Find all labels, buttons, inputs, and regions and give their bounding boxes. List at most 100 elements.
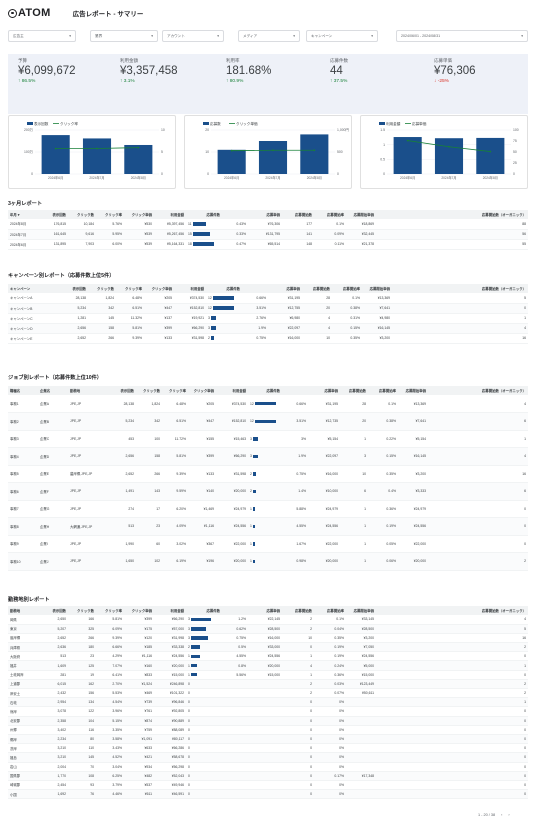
- column-header[interactable]: 応募件数: [186, 606, 222, 615]
- column-header[interactable]: クリック単価: [188, 386, 216, 395]
- table-cell: 1,824: [136, 395, 162, 413]
- inline-bar: [252, 507, 255, 511]
- table-cell: 28,138: [108, 395, 136, 413]
- column-header[interactable]: 利用金額: [154, 606, 186, 615]
- table-row: 福井 1,609 125 7.07% ¥160 ¥20,000 1 0.8% ¥20,000 4 0…: [8, 660, 528, 671]
- table-cell: 2,432: [38, 688, 68, 699]
- column-header[interactable]: 応募開始数: [302, 284, 332, 293]
- table-cell: ¥31,195: [308, 395, 340, 413]
- table-pager: 1 - 20 / 38 ‹ ›: [478, 813, 510, 817]
- date-range-picker[interactable]: 2024/06/01 - 2024/08/31 ▾: [396, 30, 528, 42]
- column-header[interactable]: 応募開始数（オーガニック）: [428, 386, 528, 395]
- column-header[interactable]: 応募開始単価: [362, 284, 392, 293]
- column-header[interactable]: 応募単価: [268, 284, 302, 293]
- table-cell: 108: [68, 771, 96, 781]
- filter-industry[interactable]: 業界 ▾: [90, 30, 158, 42]
- column-header[interactable]: 応募単価: [248, 210, 282, 219]
- column-header[interactable]: クリック数: [88, 284, 116, 293]
- chevron-right-icon[interactable]: ›: [508, 813, 510, 817]
- table-cell: 5.88%: [282, 500, 308, 518]
- column-header[interactable]: 応募開始数（オーガニック）: [376, 606, 528, 615]
- table-cell: ¥22,000: [308, 535, 340, 553]
- column-header[interactable]: 応募単価: [248, 606, 282, 615]
- column-header[interactable]: 表示回数: [38, 210, 68, 219]
- column-header[interactable]: クリック数: [68, 606, 96, 615]
- column-header[interactable]: クリック単価: [124, 210, 154, 219]
- filter-label: 広告主: [13, 33, 24, 38]
- column-header[interactable]: 職種名: [8, 386, 38, 395]
- column-header[interactable]: 利用金額: [216, 386, 248, 395]
- column-header[interactable]: 利用金額: [174, 284, 206, 293]
- bar: [476, 137, 505, 174]
- filter-account[interactable]: アカウント ▾: [162, 30, 224, 42]
- column-header[interactable]: クリック数: [136, 386, 162, 395]
- table-row: 事務2 企業B JPE,JP 5,234 342 6.51% ¥447 ¥152,810 12 3…: [8, 412, 528, 431]
- kpi-spend: 利用金額 ¥3,357,458 ↑ 3.1%: [120, 58, 178, 84]
- column-header[interactable]: 表示回数: [108, 386, 136, 395]
- column-header[interactable]: 応募開始数: [282, 210, 314, 219]
- column-header[interactable]: 応募開始率: [368, 386, 398, 395]
- chevron-down-icon: ▾: [371, 34, 373, 38]
- y2-tick-label: 0: [161, 172, 163, 176]
- column-header[interactable]: 応募開始単価: [346, 210, 376, 219]
- table-cell: ¥1,116: [124, 651, 154, 662]
- table-cell: ¥22,000: [398, 535, 428, 553]
- column-header[interactable]: 利用金額: [154, 210, 186, 219]
- column-header[interactable]: クリック数: [68, 210, 96, 219]
- table-cell: ¥482: [124, 771, 154, 781]
- column-header[interactable]: クリック率: [96, 210, 124, 219]
- column-header[interactable]: 応募開始単価: [398, 386, 428, 395]
- table-cell: ¥246,898: [154, 679, 186, 690]
- table-cell: 0: [428, 500, 528, 518]
- table-cell: 23: [68, 651, 96, 662]
- line-point: [96, 147, 98, 150]
- table-cell: 3.02%: [162, 535, 188, 553]
- column-header[interactable]: 応募開始数: [340, 386, 368, 395]
- table-cell: 19: [68, 670, 96, 680]
- column-header[interactable]: 表示回数: [38, 606, 68, 615]
- column-header[interactable]: 勤務地: [8, 606, 38, 615]
- column-header[interactable]: 応募件数: [206, 284, 242, 293]
- table-cell: ¥22,000: [216, 535, 248, 553]
- table-cell: 1.67%: [282, 535, 308, 553]
- column-header[interactable]: 応募開始率: [332, 284, 362, 293]
- filter-media[interactable]: メディア ▾: [238, 30, 300, 42]
- column-header[interactable]: 勤務地: [68, 386, 108, 395]
- table-cell: ¥3,200: [346, 633, 376, 644]
- column-header[interactable]: キャンペーン: [8, 284, 58, 293]
- y-tick-label: 0: [207, 172, 209, 176]
- table-cell: ¥15,000: [154, 670, 186, 680]
- table-cell: [248, 679, 282, 690]
- chevron-left-icon[interactable]: ‹: [501, 813, 503, 817]
- filter-advertiser[interactable]: 広告主 ▾: [8, 30, 76, 42]
- column-header[interactable]: クリック単価: [144, 284, 174, 293]
- kpi-label: 利用金額: [120, 58, 138, 63]
- column-header[interactable]: クリック率: [116, 284, 144, 293]
- table-cell: 12: [248, 412, 282, 431]
- line-point: [313, 149, 316, 152]
- column-header[interactable]: 応募件数: [248, 386, 282, 395]
- column-header[interactable]: 企業名: [38, 386, 68, 395]
- table-cell: 0: [282, 762, 314, 772]
- column-header[interactable]: 応募開始率: [314, 606, 346, 615]
- column-header[interactable]: クリック単価: [124, 606, 154, 615]
- table-cell: 2,652: [108, 465, 136, 483]
- column-header[interactable]: 応募開始数（オーガニック）: [376, 210, 528, 219]
- column-header[interactable]: 応募単価: [308, 386, 340, 395]
- column-header[interactable]: 応募開始数: [282, 606, 314, 615]
- table-cell: 0%: [314, 697, 346, 708]
- column-header[interactable]: 応募件数: [186, 210, 222, 219]
- table-cell: 0.15%: [332, 323, 362, 334]
- table-cell: ¥66,290: [216, 447, 248, 466]
- column-header[interactable]: 年月 ▾: [8, 210, 38, 219]
- column-header[interactable]: クリック率: [96, 606, 124, 615]
- column-header[interactable]: 応募開始率: [314, 210, 346, 219]
- kpi-cost-per-application: 応募単価 ¥76,306 ↓ -25%: [434, 58, 476, 84]
- inline-bar: [212, 296, 234, 300]
- filter-campaign[interactable]: キャンペーン ▾: [306, 30, 378, 42]
- column-header[interactable]: 表示回数: [58, 284, 88, 293]
- column-header[interactable]: クリック率: [162, 386, 188, 395]
- column-header[interactable]: 応募開始数（オーガニック）: [392, 284, 528, 293]
- column-header[interactable]: 応募開始単価: [346, 606, 376, 615]
